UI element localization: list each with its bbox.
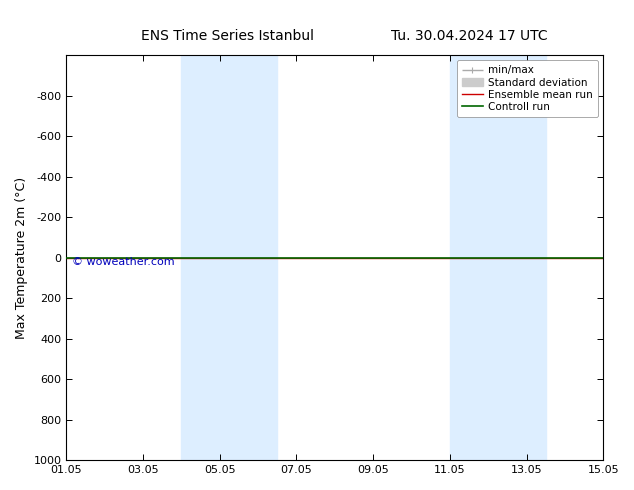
Text: Tu. 30.04.2024 17 UTC: Tu. 30.04.2024 17 UTC (391, 29, 547, 43)
Text: © woweather.com: © woweather.com (72, 257, 174, 267)
Text: ENS Time Series Istanbul: ENS Time Series Istanbul (141, 29, 314, 43)
Bar (181, 55, 277, 460)
Bar (450, 55, 546, 460)
Y-axis label: Max Temperature 2m (°C): Max Temperature 2m (°C) (15, 176, 28, 339)
Legend: min/max, Standard deviation, Ensemble mean run, Controll run: min/max, Standard deviation, Ensemble me… (456, 60, 598, 117)
